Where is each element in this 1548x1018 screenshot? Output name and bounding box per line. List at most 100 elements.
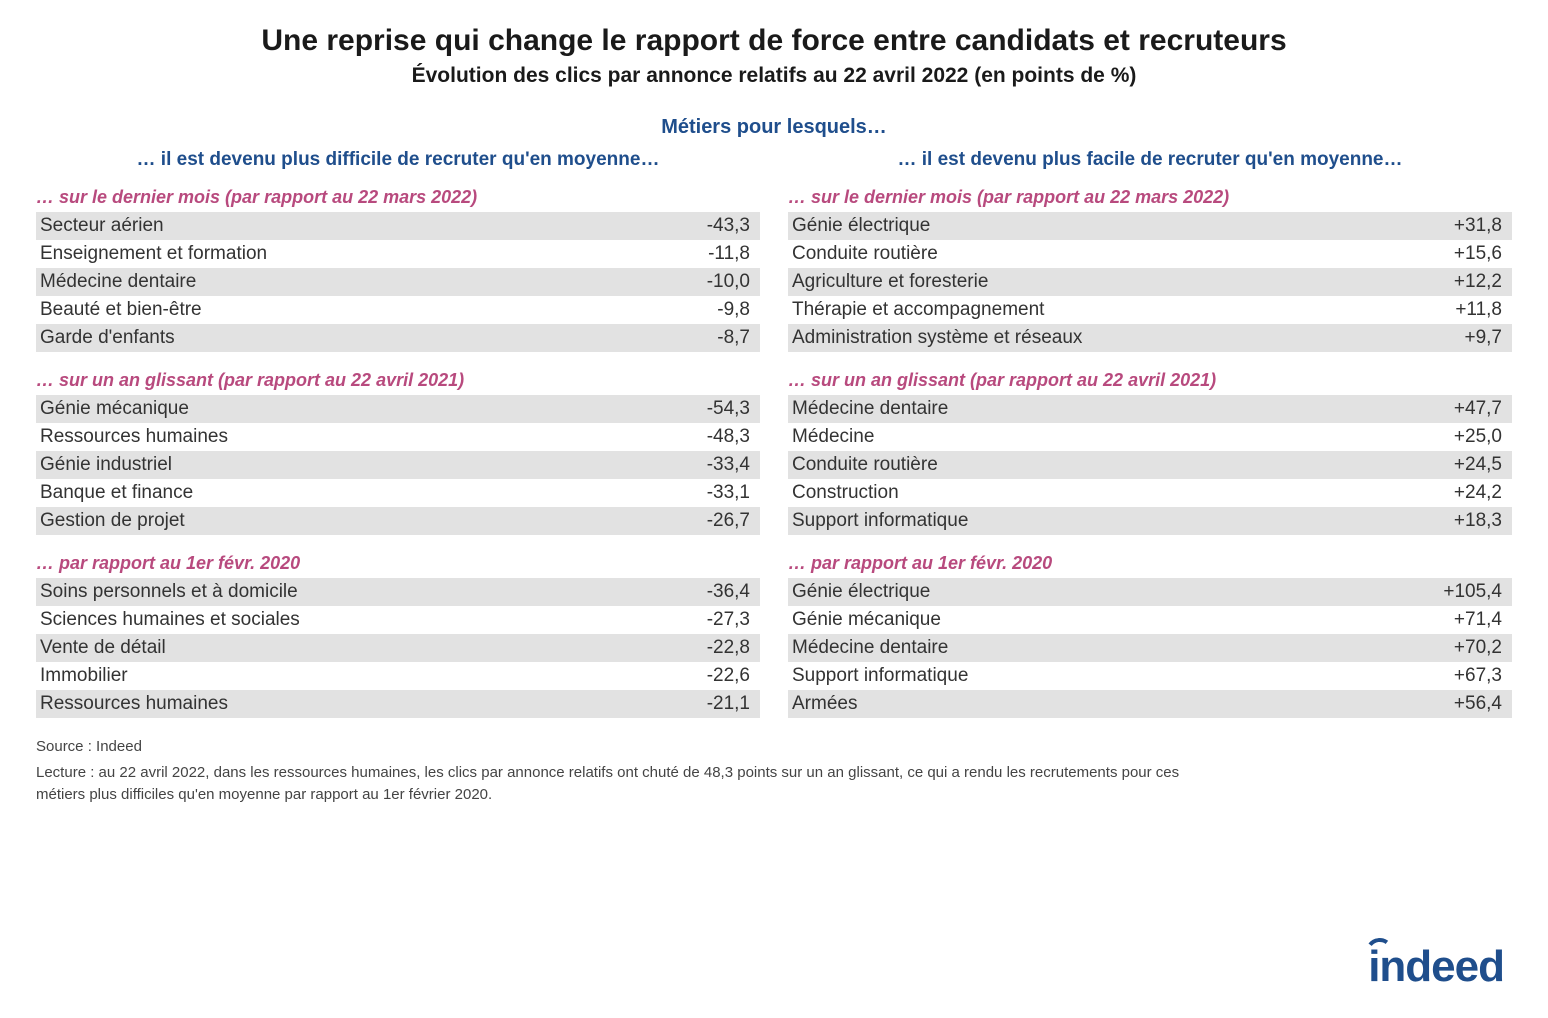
row-value: +67,3 [1454, 665, 1502, 687]
group-head-right-2020: … par rapport au 1er févr. 2020 [788, 553, 1512, 574]
table-row: Armées+56,4 [788, 690, 1512, 718]
row-value: +71,4 [1454, 609, 1502, 631]
table-row: Banque et finance-33,1 [36, 479, 760, 507]
table-row: Garde d'enfants-8,7 [36, 324, 760, 352]
group-head-left-year: … sur un an glissant (par rapport au 22 … [36, 370, 760, 391]
table-row: Support informatique+18,3 [788, 507, 1512, 535]
table-left-year: Génie mécanique-54,3 Ressources humaines… [36, 395, 760, 535]
table-row: Thérapie et accompagnement+11,8 [788, 296, 1512, 324]
row-value: -27,3 [707, 609, 750, 631]
table-row: Beauté et bien-être-9,8 [36, 296, 760, 324]
row-value: +18,3 [1454, 510, 1502, 532]
row-label: Agriculture et foresterie [792, 271, 1454, 293]
table-row: Vente de détail-22,8 [36, 634, 760, 662]
table-row: Génie mécanique+71,4 [788, 606, 1512, 634]
row-label: Gestion de projet [40, 510, 707, 532]
row-label: Secteur aérien [40, 215, 707, 237]
row-label: Thérapie et accompagnement [792, 299, 1455, 321]
row-label: Génie électrique [792, 215, 1454, 237]
row-label: Banque et finance [40, 482, 707, 504]
row-label: Garde d'enfants [40, 327, 717, 349]
table-row: Conduite routière+24,5 [788, 451, 1512, 479]
row-value: +56,4 [1454, 693, 1502, 715]
row-label: Génie mécanique [40, 398, 707, 420]
row-label: Sciences humaines et sociales [40, 609, 707, 631]
table-left-month: Secteur aérien-43,3 Enseignement et form… [36, 212, 760, 352]
table-row: Gestion de projet-26,7 [36, 507, 760, 535]
column-harder: … il est devenu plus difficile de recrut… [36, 149, 760, 718]
row-value: -22,6 [707, 665, 750, 687]
table-row: Médecine+25,0 [788, 423, 1512, 451]
row-value: -8,7 [717, 327, 750, 349]
row-label: Vente de détail [40, 637, 707, 659]
row-value: +31,8 [1454, 215, 1502, 237]
row-label: Médecine dentaire [792, 398, 1454, 420]
row-label: Armées [792, 693, 1454, 715]
footer: Source : Indeed Lecture : au 22 avril 20… [36, 736, 1186, 805]
row-label: Ressources humaines [40, 426, 707, 448]
row-value: +47,7 [1454, 398, 1502, 420]
group-head-left-month: … sur le dernier mois (par rapport au 22… [36, 187, 760, 208]
row-label: Conduite routière [792, 454, 1454, 476]
row-value: +25,0 [1454, 426, 1502, 448]
table-row: Soins personnels et à domicile-36,4 [36, 578, 760, 606]
indeed-logo-text: indeed [1368, 942, 1504, 992]
table-row: Génie mécanique-54,3 [36, 395, 760, 423]
table-right-month: Génie électrique+31,8 Conduite routière+… [788, 212, 1512, 352]
table-row: Support informatique+67,3 [788, 662, 1512, 690]
page-title: Une reprise qui change le rapport de for… [36, 24, 1512, 58]
row-label: Médecine dentaire [792, 637, 1454, 659]
row-value: +24,5 [1454, 454, 1502, 476]
column-harder-title: … il est devenu plus difficile de recrut… [36, 149, 760, 171]
table-row: Immobilier-22,6 [36, 662, 760, 690]
row-label: Administration système et réseaux [792, 327, 1464, 349]
row-label: Médecine dentaire [40, 271, 707, 293]
table-right-2020: Génie électrique+105,4 Génie mécanique+7… [788, 578, 1512, 718]
table-row: Génie industriel-33,4 [36, 451, 760, 479]
data-columns: … il est devenu plus difficile de recrut… [36, 149, 1512, 718]
table-row: Agriculture et foresterie+12,2 [788, 268, 1512, 296]
row-label: Génie mécanique [792, 609, 1454, 631]
indeed-logo: indeed [1368, 942, 1504, 992]
table-row: Médecine dentaire+70,2 [788, 634, 1512, 662]
table-row: Sciences humaines et sociales-27,3 [36, 606, 760, 634]
group-head-right-year: … sur un an glissant (par rapport au 22 … [788, 370, 1512, 391]
row-value: +9,7 [1464, 327, 1502, 349]
row-value: +11,8 [1455, 299, 1502, 321]
group-head-left-2020: … par rapport au 1er févr. 2020 [36, 553, 760, 574]
row-value: -26,7 [707, 510, 750, 532]
table-row: Construction+24,2 [788, 479, 1512, 507]
table-right-year: Médecine dentaire+47,7 Médecine+25,0 Con… [788, 395, 1512, 535]
row-label: Génie industriel [40, 454, 707, 476]
row-label: Conduite routière [792, 243, 1454, 265]
row-value: -21,1 [707, 693, 750, 715]
row-value: -10,0 [707, 271, 750, 293]
row-label: Beauté et bien-être [40, 299, 717, 321]
column-easier-title: … il est devenu plus facile de recruter … [788, 149, 1512, 171]
row-value: +105,4 [1443, 581, 1502, 603]
row-value: -48,3 [707, 426, 750, 448]
row-value: +24,2 [1454, 482, 1502, 504]
row-value: -33,4 [707, 454, 750, 476]
table-row: Médecine dentaire+47,7 [788, 395, 1512, 423]
table-row: Génie électrique+31,8 [788, 212, 1512, 240]
table-row: Ressources humaines-48,3 [36, 423, 760, 451]
row-label: Enseignement et formation [40, 243, 708, 265]
table-row: Génie électrique+105,4 [788, 578, 1512, 606]
row-label: Construction [792, 482, 1454, 504]
row-value: -22,8 [707, 637, 750, 659]
row-label: Ressources humaines [40, 693, 707, 715]
table-row: Ressources humaines-21,1 [36, 690, 760, 718]
row-label: Génie électrique [792, 581, 1443, 603]
row-value: -9,8 [717, 299, 750, 321]
row-value: +12,2 [1454, 271, 1502, 293]
row-value: +15,6 [1454, 243, 1502, 265]
row-value: -43,3 [707, 215, 750, 237]
table-row: Secteur aérien-43,3 [36, 212, 760, 240]
table-row: Médecine dentaire-10,0 [36, 268, 760, 296]
row-value: -11,8 [708, 243, 750, 265]
row-value: -54,3 [707, 398, 750, 420]
section-heading: Métiers pour lesquels… [36, 116, 1512, 139]
row-value: +70,2 [1454, 637, 1502, 659]
page-subtitle: Évolution des clics par annonce relatifs… [36, 64, 1512, 88]
